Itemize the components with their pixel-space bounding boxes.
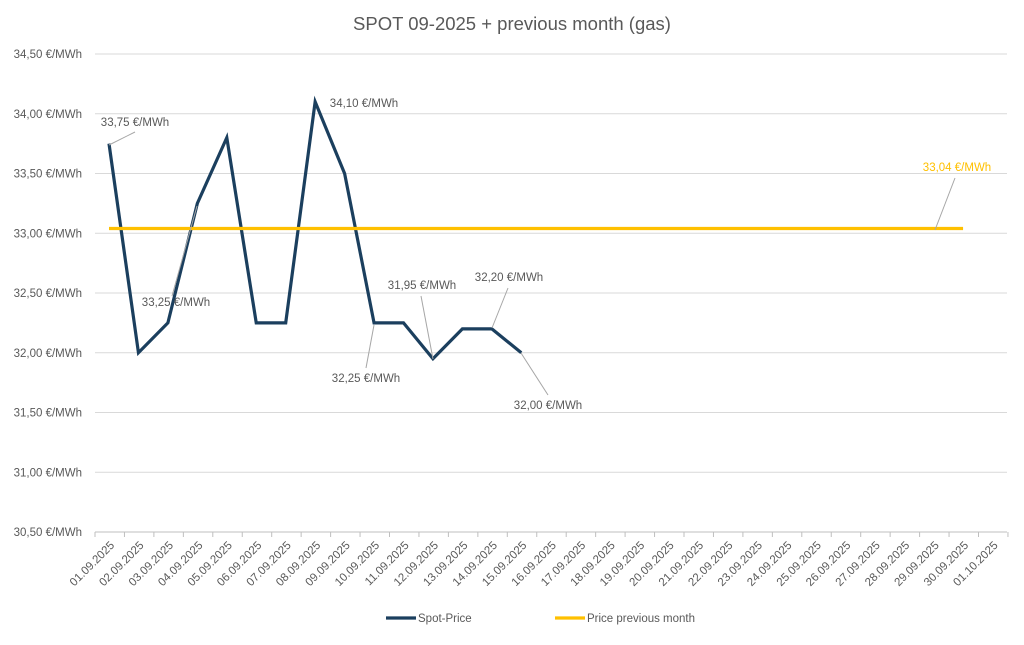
y-tick-label: 32,50 €/MWh — [14, 288, 82, 300]
y-tick-label: 33,50 €/MWh — [14, 169, 82, 181]
y-tick-label: 33,00 €/MWh — [14, 228, 82, 240]
y-tick-label: 31,00 €/MWh — [14, 467, 82, 479]
data-label: 33,25 €/MWh — [142, 297, 210, 309]
legend-label: Spot-Price — [418, 613, 472, 625]
data-label: 32,20 €/MWh — [475, 272, 543, 284]
data-label-leader-line — [492, 288, 508, 328]
data-label-leader-line — [172, 206, 197, 296]
data-label: 34,10 €/MWh — [330, 98, 398, 110]
data-label-leader-line — [366, 325, 374, 368]
chart-title: SPOT 09-2025 + previous month (gas) — [353, 13, 671, 34]
data-label: 32,00 €/MWh — [514, 400, 582, 412]
data-label: 32,25 €/MWh — [332, 373, 400, 385]
data-label: 31,95 €/MWh — [388, 280, 456, 292]
series-line-spot-price — [109, 102, 521, 359]
legend-label: Price previous month — [587, 613, 695, 625]
data-label-leader-line — [109, 132, 135, 145]
data-label-leader-line — [521, 353, 548, 395]
data-label: 33,75 €/MWh — [101, 117, 169, 129]
y-tick-label: 32,00 €/MWh — [14, 348, 82, 360]
y-tick-label: 34,50 €/MWh — [14, 49, 82, 61]
y-tick-label: 34,00 €/MWh — [14, 109, 82, 121]
y-tick-label: 30,50 €/MWh — [14, 527, 82, 539]
data-label: 33,04 €/MWh — [923, 162, 991, 174]
data-label-leader-line — [935, 178, 955, 230]
y-tick-label: 31,50 €/MWh — [14, 408, 82, 420]
